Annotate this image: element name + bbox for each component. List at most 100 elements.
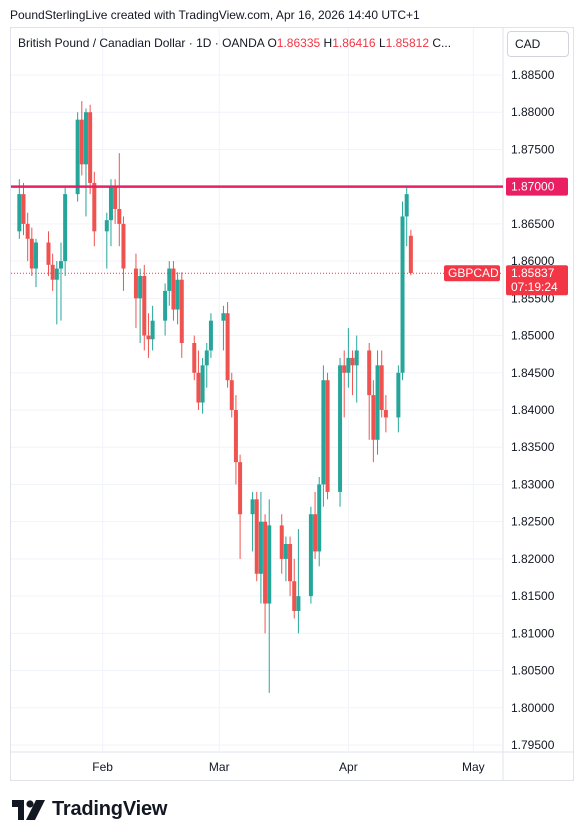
- candle-body[interactable]: [104, 220, 109, 232]
- candle-body[interactable]: [379, 365, 384, 410]
- candle-body[interactable]: [108, 186, 113, 221]
- candle-body[interactable]: [221, 313, 226, 321]
- candle-body[interactable]: [408, 235, 413, 274]
- candle-body[interactable]: [325, 380, 330, 492]
- candle-body[interactable]: [75, 119, 80, 195]
- candle-body[interactable]: [350, 357, 355, 366]
- candle-body[interactable]: [113, 186, 118, 209]
- candle-body[interactable]: [400, 216, 405, 373]
- candle-body[interactable]: [225, 313, 230, 381]
- candle-body[interactable]: [346, 357, 351, 373]
- candle-body[interactable]: [258, 521, 263, 574]
- ticker-badge: [444, 265, 500, 282]
- candle-body[interactable]: [254, 499, 259, 574]
- tradingview-logo[interactable]: TradingView: [12, 798, 167, 821]
- candle-body[interactable]: [192, 343, 197, 373]
- candle-body[interactable]: [58, 261, 63, 269]
- x-tick-label: Feb: [92, 760, 113, 774]
- candle-body[interactable]: [138, 276, 143, 299]
- candle-body[interactable]: [267, 525, 272, 604]
- y-tick-label: 1.88500: [511, 68, 555, 82]
- y-tick-label: 1.84500: [511, 366, 555, 380]
- chart-credit: PoundSterlingLive created with TradingVi…: [10, 8, 420, 22]
- candle-body[interactable]: [150, 320, 155, 340]
- candle-body[interactable]: [33, 242, 38, 269]
- candle-body[interactable]: [121, 223, 126, 269]
- symbol-title[interactable]: British Pound / Canadian Dollar · 1D · O…: [18, 36, 265, 50]
- candle-body[interactable]: [171, 268, 176, 310]
- y-tick-label: 1.82500: [511, 515, 555, 529]
- open-value: 1.86335: [276, 36, 321, 50]
- candle-body[interactable]: [83, 112, 88, 165]
- candle-body[interactable]: [146, 335, 151, 340]
- candle-body[interactable]: [25, 223, 30, 239]
- price-line-label: 1.87000: [511, 180, 555, 194]
- candle-body[interactable]: [208, 320, 213, 351]
- candle-body[interactable]: [63, 194, 68, 262]
- candle-body[interactable]: [29, 238, 34, 269]
- candle-body[interactable]: [204, 350, 209, 366]
- candle-body[interactable]: [288, 544, 293, 582]
- candle-body[interactable]: [163, 290, 168, 321]
- candle-body[interactable]: [283, 544, 288, 559]
- high-value: 1.86416: [332, 36, 376, 50]
- countdown-label: 07:19:24: [511, 280, 558, 294]
- candle-body[interactable]: [404, 194, 409, 217]
- ticker-label: GBPCAD: [448, 266, 499, 280]
- candle-body[interactable]: [250, 499, 255, 515]
- y-tick-label: 1.85000: [511, 329, 555, 343]
- candle-body[interactable]: [88, 112, 93, 183]
- candle-body[interactable]: [229, 380, 234, 410]
- y-tick-label: 1.80500: [511, 664, 555, 678]
- candle-body[interactable]: [321, 380, 326, 485]
- y-tick-label: 1.81500: [511, 589, 555, 603]
- low-label: L: [378, 36, 386, 50]
- candle-body[interactable]: [54, 268, 59, 280]
- candle-body[interactable]: [263, 521, 268, 604]
- candle-body[interactable]: [175, 279, 180, 310]
- candle-body[interactable]: [17, 194, 22, 232]
- candle-body[interactable]: [396, 372, 401, 418]
- candle-body[interactable]: [292, 581, 297, 611]
- candle-body[interactable]: [167, 268, 172, 291]
- price-line-label-bg: [506, 177, 568, 196]
- candle-body[interactable]: [133, 268, 138, 299]
- y-tick-label: 1.86000: [511, 254, 555, 268]
- last-price-label: 1.85837: [511, 266, 555, 280]
- currency-selector[interactable]: CAD: [507, 31, 569, 57]
- candle-body[interactable]: [342, 365, 347, 373]
- candle-body[interactable]: [233, 410, 238, 463]
- candle-body[interactable]: [313, 514, 318, 552]
- y-tick-label: 1.79500: [511, 738, 555, 752]
- y-tick-label: 1.80000: [511, 701, 555, 715]
- y-tick-label: 1.87500: [511, 142, 555, 156]
- x-tick-label: Mar: [209, 760, 230, 774]
- candle-body[interactable]: [46, 242, 51, 265]
- candle-body[interactable]: [92, 182, 97, 232]
- candle-body[interactable]: [279, 525, 284, 559]
- candle-body[interactable]: [383, 410, 388, 418]
- candle-body[interactable]: [375, 365, 380, 440]
- candle-body[interactable]: [21, 194, 26, 224]
- candle-body[interactable]: [296, 596, 301, 611]
- candle-body[interactable]: [142, 276, 147, 336]
- last-price-label-bg: [506, 265, 568, 296]
- chart-frame[interactable]: [10, 27, 574, 781]
- tradingview-logo-icon: [12, 799, 45, 820]
- candle-body[interactable]: [338, 365, 343, 492]
- candle-body[interactable]: [308, 514, 313, 597]
- high-label: H: [323, 36, 333, 50]
- candle-body[interactable]: [179, 279, 184, 343]
- y-tick-label: 1.86500: [511, 217, 555, 231]
- candle-body[interactable]: [196, 372, 201, 403]
- candle-body[interactable]: [354, 350, 359, 366]
- candle-body[interactable]: [200, 365, 205, 403]
- candle-body[interactable]: [238, 462, 243, 515]
- candle-body[interactable]: [371, 395, 376, 440]
- candle-body[interactable]: [317, 484, 322, 552]
- candle-body[interactable]: [367, 350, 372, 396]
- candle-body[interactable]: [79, 119, 84, 165]
- candle-body[interactable]: [50, 264, 55, 280]
- candle-body[interactable]: [117, 209, 122, 224]
